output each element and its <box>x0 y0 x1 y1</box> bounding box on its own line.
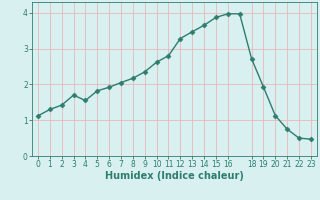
X-axis label: Humidex (Indice chaleur): Humidex (Indice chaleur) <box>105 171 244 181</box>
